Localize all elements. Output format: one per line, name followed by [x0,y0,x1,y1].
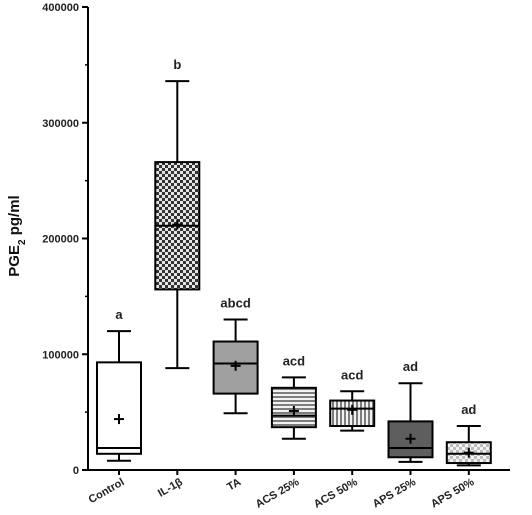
y-tick-label: 100000 [42,349,79,361]
significance-label: ad [461,402,476,417]
box-acs-25-: acd [270,353,317,440]
box-ta: abcd [212,296,259,415]
box-control: a [96,307,142,462]
iqr-box [387,420,434,459]
box-aps-25-: ad [387,359,434,463]
x-tick-label: IL-1β [156,476,185,500]
y-tick-label: 300000 [42,118,79,130]
box-aps-50-: ad [445,402,492,467]
x-tick-label: ACS 25% [254,476,302,511]
x-axis: Control IL-1β TA ACS 25% ACS 50% APS 25% APS 5… [87,469,510,511]
x-tick-label: ACS 50% [312,476,360,511]
significance-label: acd [283,353,305,368]
box-il-1-: b [154,57,201,370]
iqr-box [96,361,142,455]
y-tick-label: 200000 [42,234,79,246]
significance-label: abcd [220,296,250,311]
significance-label: ad [403,359,418,374]
x-tick-label: APS 25% [371,476,418,510]
x-tick-label: APS 50% [429,476,476,510]
y-tick-label: 400000 [42,2,79,14]
y-tick-label: 0 [73,465,79,477]
iqr-box [270,386,317,429]
box-acs-50-: acd [329,367,376,432]
y-axis: 0 100000 200000 300000 400000 [42,2,89,477]
significance-label: a [115,307,123,322]
x-tick-label: TA [225,476,243,493]
significance-label: acd [341,367,363,382]
box-series: a b abcd acd acd ad ad [96,57,492,467]
significance-label: b [173,57,181,72]
x-tick-label: Control [87,476,127,506]
y-axis-title: PGE2 pg/ml [6,195,28,276]
